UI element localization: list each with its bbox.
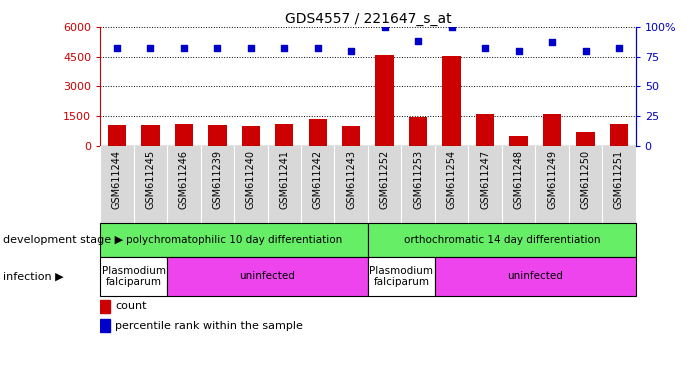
Point [513, 48, 524, 54]
Bar [175, 124, 193, 146]
Point [614, 45, 625, 51]
Bar [167, 257, 368, 296]
Text: uninfected: uninfected [507, 271, 563, 281]
Bar [368, 257, 435, 296]
Text: GSM611248: GSM611248 [513, 150, 524, 209]
Text: uninfected: uninfected [240, 271, 296, 281]
Bar [543, 114, 561, 146]
Bar [100, 319, 110, 332]
Bar [309, 119, 327, 146]
Text: count: count [115, 301, 146, 311]
Bar [609, 124, 628, 146]
Text: GSM611244: GSM611244 [112, 150, 122, 209]
Point [547, 39, 558, 45]
Bar [100, 300, 110, 313]
Text: GSM611254: GSM611254 [446, 150, 457, 209]
Title: GDS4557 / 221647_s_at: GDS4557 / 221647_s_at [285, 12, 451, 26]
Text: GSM611249: GSM611249 [547, 150, 557, 209]
Bar [100, 257, 167, 296]
Bar [275, 124, 294, 146]
Bar [476, 114, 494, 146]
Text: GSM611253: GSM611253 [413, 150, 423, 209]
Point [413, 38, 424, 44]
Point [346, 48, 357, 54]
Bar [576, 132, 595, 146]
Text: GSM611245: GSM611245 [145, 150, 155, 209]
Point [379, 24, 390, 30]
Bar [141, 125, 160, 146]
Text: Plasmodium
falciparum: Plasmodium falciparum [370, 266, 433, 287]
Point [480, 45, 491, 51]
Text: GSM611246: GSM611246 [179, 150, 189, 209]
Point [580, 48, 591, 54]
Text: Plasmodium
falciparum: Plasmodium falciparum [102, 266, 166, 287]
Point [312, 45, 323, 51]
Text: development stage ▶: development stage ▶ [3, 235, 124, 245]
Text: GSM611243: GSM611243 [346, 150, 357, 209]
Bar [368, 223, 636, 257]
Text: GSM611240: GSM611240 [246, 150, 256, 209]
Text: GSM611247: GSM611247 [480, 150, 490, 209]
Point [245, 45, 256, 51]
Point [278, 45, 290, 51]
Text: GSM611250: GSM611250 [580, 150, 591, 209]
Bar [108, 125, 126, 146]
Text: GSM611241: GSM611241 [279, 150, 290, 209]
Bar [342, 126, 361, 146]
Text: percentile rank within the sample: percentile rank within the sample [115, 321, 303, 331]
Text: infection ▶: infection ▶ [3, 271, 64, 281]
Point [212, 45, 223, 51]
Bar [242, 126, 260, 146]
Point [446, 24, 457, 30]
Point [111, 45, 122, 51]
Text: GSM611252: GSM611252 [379, 150, 390, 209]
Text: GSM611251: GSM611251 [614, 150, 624, 209]
Text: GSM611242: GSM611242 [313, 150, 323, 209]
Bar [442, 56, 461, 146]
Point [178, 45, 189, 51]
Bar [100, 223, 368, 257]
Bar [435, 257, 636, 296]
Text: GSM611239: GSM611239 [212, 150, 223, 209]
Text: polychromatophilic 10 day differentiation: polychromatophilic 10 day differentiatio… [126, 235, 342, 245]
Bar [208, 125, 227, 146]
Bar [375, 55, 394, 146]
Bar [409, 117, 427, 146]
Text: orthochromatic 14 day differentiation: orthochromatic 14 day differentiation [404, 235, 600, 245]
Point [145, 45, 156, 51]
Bar [509, 136, 528, 146]
